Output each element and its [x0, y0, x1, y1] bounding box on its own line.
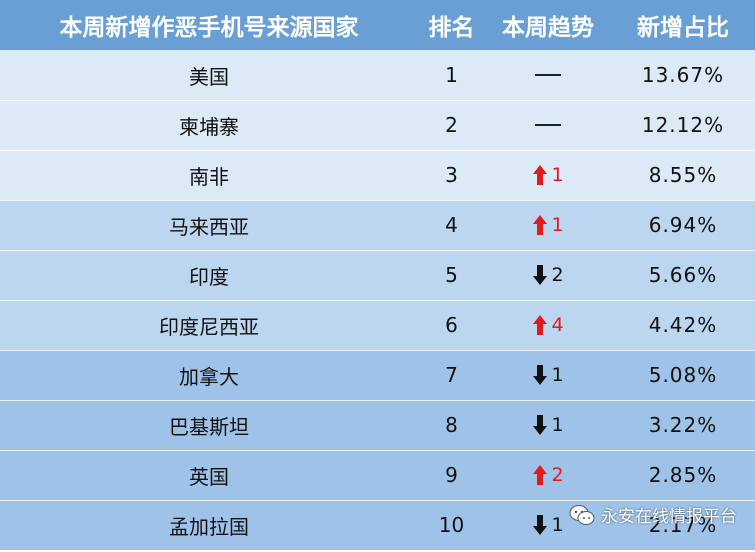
table-row: 南非 3 1 8.55% — [0, 150, 755, 200]
row-divider — [0, 100, 755, 101]
country-cell: 印度尼西亚 — [159, 314, 259, 339]
rank-change-value: 1 — [551, 164, 564, 186]
trend-indicator — [535, 62, 561, 88]
rank-change-value: 1 — [551, 214, 564, 236]
trend-cell: 1 — [485, 362, 611, 388]
table-row: 马来西亚 4 1 6.94% — [0, 200, 755, 250]
share-cell: 3.22% — [648, 413, 718, 437]
rank-cell: 2 — [445, 113, 458, 137]
rank-cell: 5 — [445, 263, 458, 287]
trend-indicator: 1 — [532, 362, 564, 388]
trend-indicator: 1 — [532, 412, 564, 438]
row-divider — [0, 350, 755, 351]
watermark: 永安在线情报平台 — [569, 502, 737, 527]
country-cell: 印度 — [189, 264, 229, 289]
header-share: 新增占比 — [637, 15, 729, 41]
trend-cell — [485, 62, 611, 88]
share-cell: 5.66% — [648, 263, 718, 287]
share-cell: 2.17% — [648, 513, 718, 537]
arrow-down-icon — [533, 365, 548, 385]
share-cell: 6.94% — [648, 213, 718, 237]
trend-cell: 1 — [485, 512, 611, 538]
row-divider — [0, 300, 755, 301]
row-divider — [0, 400, 755, 401]
trend-indicator: 2 — [532, 262, 564, 288]
share-cell: 2.85% — [648, 463, 718, 487]
rank-cell: 7 — [445, 363, 458, 387]
row-divider — [0, 200, 755, 201]
trend-cell: 4 — [485, 312, 611, 338]
row-divider — [0, 150, 755, 151]
rank-cell: 8 — [445, 413, 458, 437]
rank-cell: 1 — [445, 63, 458, 87]
header-rank: 排名 — [428, 15, 475, 41]
rank-change-value: 2 — [551, 264, 564, 286]
rank-cell: 3 — [445, 163, 458, 187]
arrow-down-icon — [533, 415, 548, 435]
arrow-up-icon — [533, 465, 548, 485]
arrow-up-icon — [533, 165, 548, 185]
rank-change-value: 2 — [551, 464, 564, 486]
row-divider — [0, 450, 755, 451]
rank-change-value: 4 — [551, 314, 564, 336]
trend-cell: 2 — [485, 462, 611, 488]
table-body: 美国 1 13.67% 柬埔寨 2 12.12% 南非 3 1 8.55% 马来西亚 4 1 6.94% 印… — [0, 50, 755, 552]
table-row: 柬埔寨 2 12.12% — [0, 100, 755, 150]
country-cell: 英国 — [189, 464, 229, 489]
country-cell: 美国 — [189, 64, 229, 89]
rank-change-value: 1 — [551, 514, 564, 536]
arrow-up-icon — [533, 215, 548, 235]
trend-indicator: 4 — [532, 312, 564, 338]
table-header: 本周新增作恶手机号来源国家 排名 本周趋势 新增占比 — [0, 0, 755, 50]
header-trend: 本周趋势 — [502, 15, 594, 41]
country-cell: 加拿大 — [179, 364, 239, 389]
table-row: 加拿大 7 1 5.08% — [0, 350, 755, 400]
watermark-text: 永安在线情报平台 — [601, 507, 737, 527]
share-cell: 8.55% — [648, 163, 718, 187]
trend-cell — [485, 112, 611, 138]
trend-cell: 1 — [485, 212, 611, 238]
trend-cell: 2 — [485, 262, 611, 288]
trend-indicator: 1 — [532, 512, 564, 538]
rank-change-value: 1 — [551, 414, 564, 436]
wechat-icon — [569, 504, 595, 526]
country-cell: 柬埔寨 — [179, 114, 239, 139]
table-row: 孟加拉国 10 1 2.17% — [0, 500, 755, 550]
share-cell: 5.08% — [648, 363, 718, 387]
trend-cell: 1 — [485, 162, 611, 188]
share-cell: 4.42% — [648, 313, 718, 337]
table-row: 巴基斯坦 8 1 3.22% — [0, 400, 755, 450]
header-country: 本周新增作恶手机号来源国家 — [59, 15, 359, 41]
arrow-down-icon — [533, 265, 548, 285]
rank-cell: 4 — [445, 213, 458, 237]
table-row: 印度尼西亚 6 4 4.42% — [0, 300, 755, 350]
arrow-down-icon — [533, 515, 548, 535]
row-divider — [0, 500, 755, 501]
trend-indicator: 1 — [532, 162, 564, 188]
country-cell: 孟加拉国 — [169, 514, 249, 539]
trend-indicator: 2 — [532, 462, 564, 488]
trend-indicator — [535, 112, 561, 138]
share-cell: 13.67% — [641, 63, 725, 87]
table-row: 英国 9 2 2.85% — [0, 450, 755, 500]
rank-cell: 9 — [445, 463, 458, 487]
no-change-dash-icon — [535, 74, 561, 76]
share-cell: 12.12% — [641, 113, 725, 137]
table-row: 美国 1 13.67% — [0, 50, 755, 100]
row-divider — [0, 250, 755, 251]
country-cell: 马来西亚 — [169, 214, 249, 239]
rank-cell: 10 — [438, 513, 465, 537]
trend-cell: 1 — [485, 412, 611, 438]
table-row: 印度 5 2 5.66% — [0, 250, 755, 300]
rank-change-value: 1 — [551, 364, 564, 386]
trend-indicator: 1 — [532, 212, 564, 238]
rank-cell: 6 — [445, 313, 458, 337]
no-change-dash-icon — [535, 124, 561, 126]
country-cell: 南非 — [189, 164, 229, 189]
arrow-up-icon — [533, 315, 548, 335]
country-cell: 巴基斯坦 — [169, 414, 249, 439]
